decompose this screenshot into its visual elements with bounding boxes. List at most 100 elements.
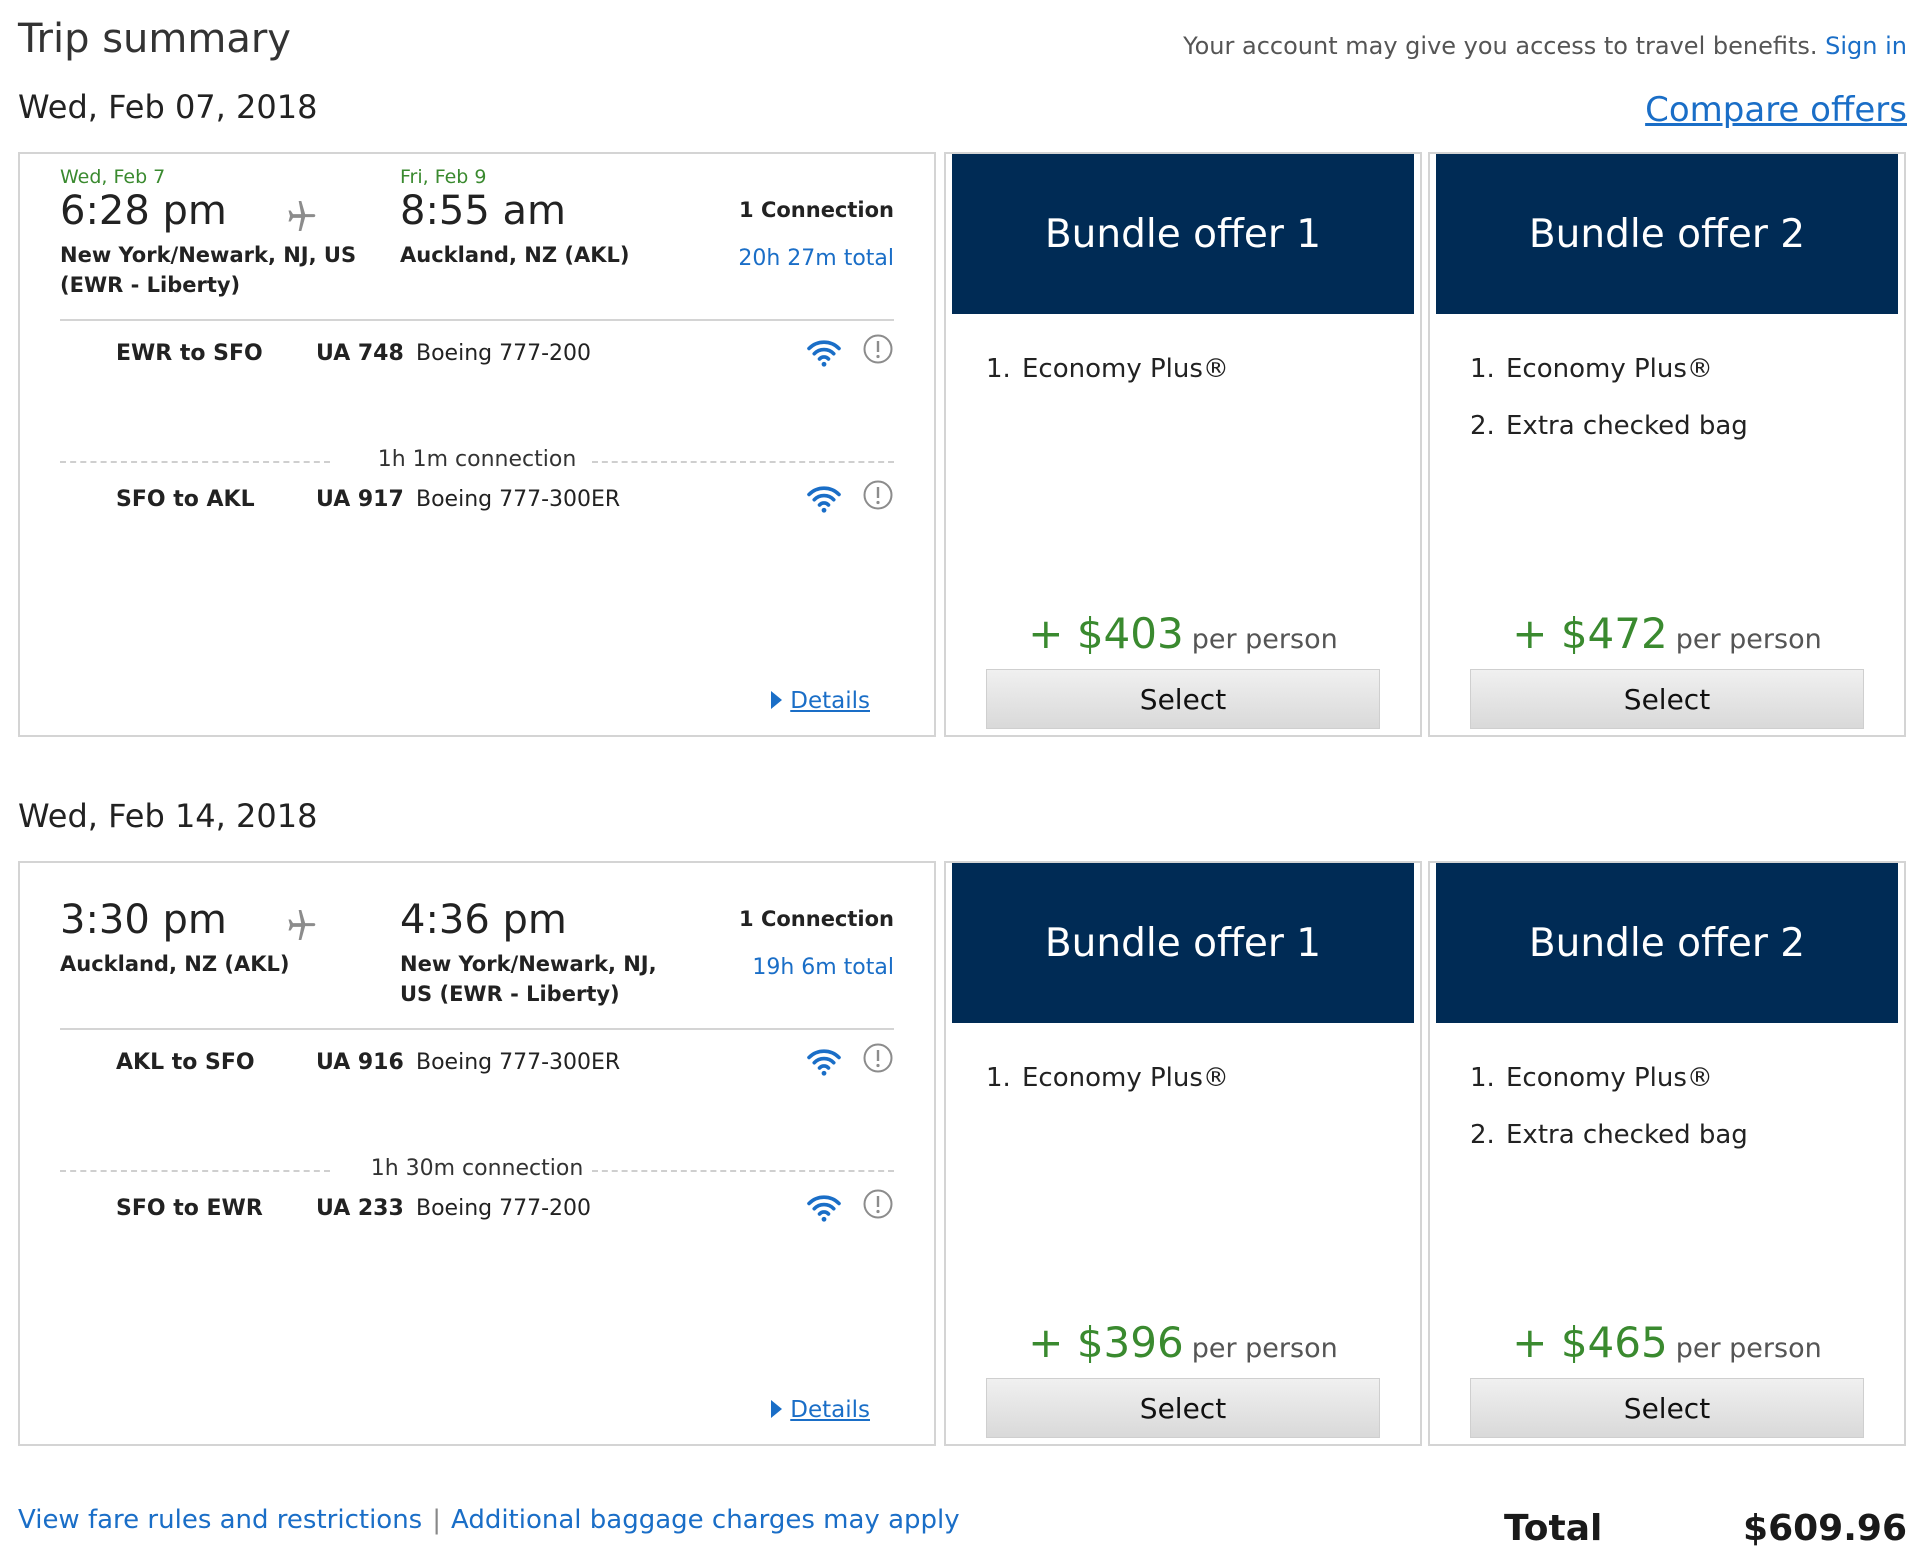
sign-in-link[interactable]: Sign in bbox=[1825, 32, 1907, 60]
depart-location: Auckland, NZ (AKL) bbox=[60, 949, 289, 979]
bundle-offer-card: Bundle offer 1 1. Economy Plus® + $396 per… bbox=[944, 861, 1422, 1446]
bundle-price-unit: per person bbox=[1191, 1333, 1338, 1364]
connection-duration: 1h 1m connection bbox=[377, 447, 577, 472]
bundle-offer-title: Bundle offer 2 bbox=[1436, 863, 1898, 1023]
segment-route: EWR to SFO bbox=[116, 341, 263, 366]
select-bundle-button[interactable]: Select bbox=[986, 669, 1380, 729]
bundle-price-amount: + $403 bbox=[1028, 609, 1184, 658]
bundle-offer-card: Bundle offer 1 1. Economy Plus® + $403 per… bbox=[944, 152, 1422, 737]
bundle-price: + $403 per person bbox=[946, 609, 1420, 658]
benefits-message: Your account may give you access to trav… bbox=[1183, 32, 1907, 60]
bundle-item-label: Extra checked bag bbox=[1506, 1120, 1748, 1150]
info-circle-icon[interactable] bbox=[862, 333, 894, 365]
wifi-icon bbox=[807, 486, 841, 513]
dashed-line bbox=[60, 461, 330, 463]
select-bundle-button[interactable]: Select bbox=[1470, 669, 1864, 729]
depart-location-line2: (EWR - Liberty) bbox=[60, 273, 241, 297]
dashed-line bbox=[592, 461, 894, 463]
flight-card: 3:30 pm Auckland, NZ (AKL) 4:36 pm New Y… bbox=[18, 861, 936, 1446]
segment-flight-number: UA 917 bbox=[316, 487, 404, 512]
connection-count: 1 Connection bbox=[739, 198, 894, 222]
bundle-offer-title: Bundle offer 2 bbox=[1436, 154, 1898, 314]
fare-rules-link[interactable]: View fare rules and restrictions bbox=[18, 1505, 423, 1535]
wifi-icon bbox=[807, 1049, 841, 1076]
arrive-location-line2: US (EWR - Liberty) bbox=[400, 982, 620, 1006]
segment-aircraft: Boeing 777-300ER bbox=[416, 1050, 621, 1075]
compare-offers-link[interactable]: Compare offers bbox=[1645, 90, 1907, 130]
depart-date: Wed, Feb 7 bbox=[60, 166, 166, 188]
segment-route: SFO to AKL bbox=[116, 487, 255, 512]
divider bbox=[60, 319, 894, 321]
page-title: Trip summary bbox=[18, 16, 291, 62]
segment-row: AKL to SFO UA 916 Boeing 777-300ER bbox=[60, 1043, 894, 1090]
select-bundle-button[interactable]: Select bbox=[986, 1378, 1380, 1438]
bundle-price-unit: per person bbox=[1675, 1333, 1822, 1364]
bundle-offer-item: 1. Economy Plus® bbox=[1470, 1063, 1713, 1093]
depart-location-line1: Auckland, NZ (AKL) bbox=[60, 952, 290, 976]
bundle-price-unit: per person bbox=[1191, 624, 1338, 655]
bundle-offer-title: Bundle offer 1 bbox=[952, 863, 1414, 1023]
trip-date-title: Wed, Feb 07, 2018 bbox=[18, 88, 318, 126]
bundle-offer-item: 1. Economy Plus® bbox=[986, 354, 1229, 384]
bundle-item-label: Economy Plus® bbox=[1022, 1063, 1229, 1093]
bundle-offer-card: Bundle offer 2 1. Economy Plus® 2. Extra c… bbox=[1428, 861, 1906, 1446]
segment-row: EWR to SFO UA 748 Boeing 777-200 bbox=[60, 334, 894, 381]
depart-location-line1: New York/Newark, NJ, US bbox=[60, 243, 357, 267]
depart-location: New York/Newark, NJ, US (EWR - Liberty) bbox=[60, 240, 356, 300]
dashed-line bbox=[60, 1170, 330, 1172]
arrive-time: 4:36 pm bbox=[400, 897, 567, 943]
trip-date-title: Wed, Feb 14, 2018 bbox=[18, 797, 318, 835]
bundle-offer-item: 1. Economy Plus® bbox=[1470, 354, 1713, 384]
info-circle-icon[interactable] bbox=[862, 1042, 894, 1074]
depart-time: 6:28 pm bbox=[60, 188, 227, 234]
segment-aircraft: Boeing 777-300ER bbox=[416, 487, 621, 512]
segment-flight-number: UA 233 bbox=[316, 1196, 404, 1221]
arrive-date: Fri, Feb 9 bbox=[400, 166, 487, 188]
bundle-price: + $465 per person bbox=[1430, 1318, 1904, 1367]
total-value: $609.96 bbox=[1743, 1508, 1907, 1549]
bundle-offer-items: 1. Economy Plus® 2. Extra checked bag bbox=[1470, 1063, 1748, 1177]
segment-aircraft: Boeing 777-200 bbox=[416, 1196, 592, 1221]
airplane-icon bbox=[288, 910, 316, 940]
total-duration: 20h 27m total bbox=[738, 246, 894, 271]
details-link[interactable]: Details bbox=[771, 688, 870, 714]
bundle-offer-card: Bundle offer 2 1. Economy Plus® 2. Extra c… bbox=[1428, 152, 1906, 737]
wifi-icon bbox=[807, 340, 841, 367]
segment-flight-number: UA 748 bbox=[316, 341, 404, 366]
wifi-icon bbox=[807, 1195, 841, 1222]
arrive-location-line1: Auckland, NZ (AKL) bbox=[400, 243, 630, 267]
connection-separator: 1h 1m connection bbox=[60, 447, 894, 477]
divider bbox=[60, 1028, 894, 1030]
arrive-location-line1: New York/Newark, NJ, bbox=[400, 952, 657, 976]
bundle-item-label: Economy Plus® bbox=[1506, 354, 1713, 384]
info-circle-icon[interactable] bbox=[862, 479, 894, 511]
segment-route: SFO to EWR bbox=[116, 1196, 263, 1221]
benefits-text: Your account may give you access to trav… bbox=[1183, 32, 1818, 60]
details-link[interactable]: Details bbox=[771, 1397, 870, 1423]
caret-right-icon bbox=[771, 691, 783, 709]
connection-separator: 1h 30m connection bbox=[60, 1156, 894, 1186]
segment-route: AKL to SFO bbox=[116, 1050, 255, 1075]
segment-flight-number: UA 916 bbox=[316, 1050, 404, 1075]
arrive-time: 8:55 am bbox=[400, 188, 567, 234]
details-label: Details bbox=[790, 1397, 870, 1423]
bundle-item-label: Economy Plus® bbox=[1506, 1063, 1713, 1093]
bundle-price: + $472 per person bbox=[1430, 609, 1904, 658]
bundle-price-unit: per person bbox=[1675, 624, 1822, 655]
bundle-offer-item: 2. Extra checked bag bbox=[1470, 411, 1748, 441]
arrive-location: Auckland, NZ (AKL) bbox=[400, 240, 629, 270]
bundle-item-label: Extra checked bag bbox=[1506, 411, 1748, 441]
baggage-charges-link[interactable]: Additional baggage charges may apply bbox=[450, 1505, 960, 1535]
total-duration: 19h 6m total bbox=[752, 955, 894, 980]
airplane-icon bbox=[288, 201, 316, 231]
arrive-location: New York/Newark, NJ, US (EWR - Liberty) bbox=[400, 949, 657, 1009]
select-bundle-button[interactable]: Select bbox=[1470, 1378, 1864, 1438]
details-label: Details bbox=[790, 688, 870, 714]
info-circle-icon[interactable] bbox=[862, 1188, 894, 1220]
bundle-offer-title: Bundle offer 1 bbox=[952, 154, 1414, 314]
footer-separator: | bbox=[432, 1505, 441, 1535]
total-label: Total bbox=[1504, 1508, 1603, 1549]
dashed-line bbox=[592, 1170, 894, 1172]
bundle-item-label: Economy Plus® bbox=[1022, 354, 1229, 384]
caret-right-icon bbox=[771, 1400, 783, 1418]
